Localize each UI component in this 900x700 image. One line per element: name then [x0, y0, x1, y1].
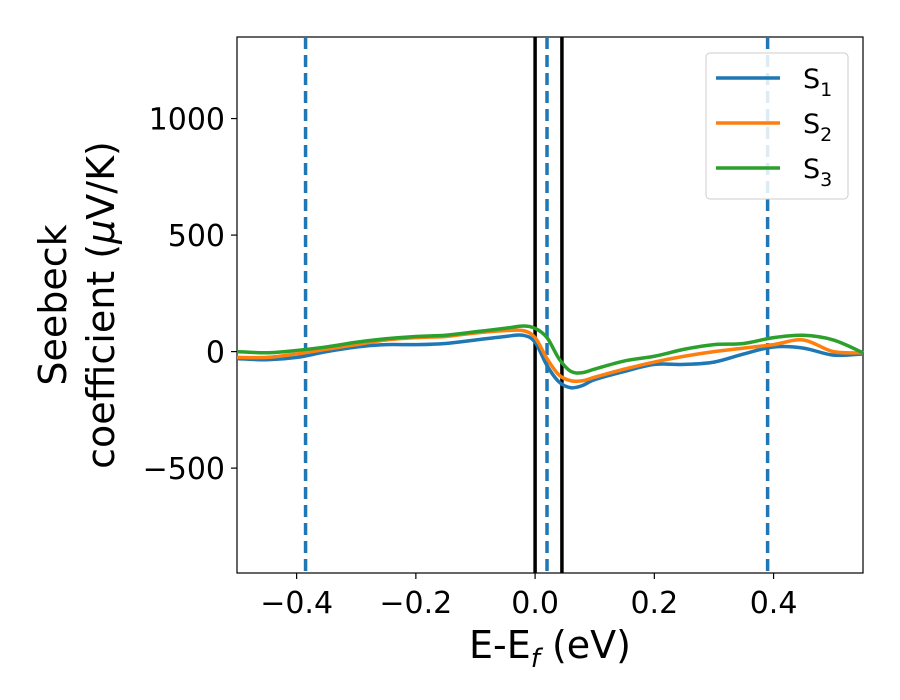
y-tick-label: 0: [206, 336, 225, 371]
x-axis-title-unit: (eV): [540, 623, 631, 667]
x-axis-title-main: E-E: [469, 623, 531, 667]
y-axis-title-line2-group: coefficient (μV/K): [79, 141, 123, 469]
legend-box: [705, 52, 849, 200]
series-line-s1: [236, 333, 864, 390]
y-axis-title-mu: μ: [79, 220, 123, 245]
series-line-s3: [236, 324, 864, 375]
legend-label-s2: S2: [803, 109, 832, 146]
y-axis-title-line1-group: Seebeck: [31, 224, 75, 385]
legend: S1 S2 S3: [705, 52, 849, 200]
x-tick-label: −0.2: [379, 586, 452, 621]
solid-reference-lines: [533, 37, 564, 573]
series-line-s2: [236, 328, 864, 384]
legend-label-s1: S1: [803, 64, 832, 101]
y-tick-label: 1000: [149, 103, 225, 138]
x-tick-label: 0.2: [630, 586, 678, 621]
y-axis-ticks: −500 0 500 1000: [143, 103, 237, 487]
x-axis-title: E-Ef (eV): [469, 623, 631, 674]
x-tick-label: 0.4: [750, 586, 798, 621]
legend-label-s3: S3: [803, 154, 832, 191]
y-axis-title-line2: coefficient (μV/K): [79, 141, 123, 469]
x-tick-label: −0.4: [260, 586, 333, 621]
y-axis-title-line1: Seebeck: [31, 224, 75, 385]
x-axis-ticks: −0.4 −0.2 0.0 0.2 0.4: [260, 573, 797, 621]
y-tick-label: 500: [168, 219, 225, 254]
y-axis-title-unit: V/K): [79, 141, 123, 220]
y-axis-title-line2-main: coefficient (: [79, 244, 123, 469]
x-tick-label: 0.0: [511, 586, 559, 621]
series-lines: [236, 324, 864, 390]
y-tick-label: −500: [143, 452, 225, 487]
